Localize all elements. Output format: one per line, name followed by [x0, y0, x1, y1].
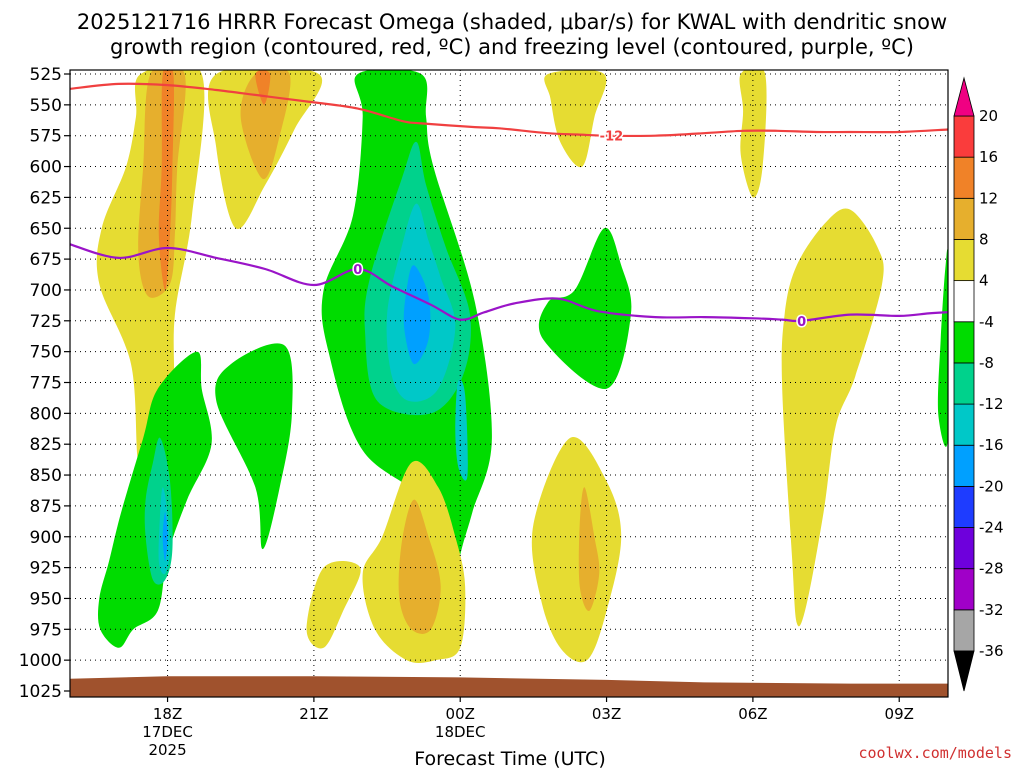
colorbar-bin	[953, 444, 975, 487]
y-tick-label: 950	[30, 589, 62, 609]
colorbar-bin	[953, 362, 975, 405]
omega-region-16	[306, 560, 361, 649]
omega-region-25	[937, 249, 948, 447]
y-tick-label: 575	[30, 127, 62, 147]
freezing-level-label: 0	[353, 263, 362, 278]
y-tick-label: 750	[30, 343, 62, 363]
colorbar-bin	[953, 197, 975, 240]
colorbar-bin	[953, 568, 975, 611]
omega-region-21	[544, 70, 607, 168]
colorbar-bin	[953, 527, 975, 570]
dendritic-contour-line	[70, 82, 948, 138]
colorbar-bin	[953, 156, 975, 199]
colorbar-level-label: -24	[979, 519, 1004, 537]
x-tick-label: 00Z	[446, 705, 475, 723]
x-tick-label: 03Z	[592, 705, 621, 723]
colorbar-level-label: -4	[979, 313, 994, 331]
y-tick-label: 700	[30, 281, 62, 301]
colorbar-level-label: -20	[979, 477, 1004, 495]
y-tick-label: 725	[30, 312, 62, 332]
y-tick-label: 825	[30, 435, 62, 455]
y-tick-label: 550	[30, 96, 62, 116]
site-credit: coolwx.com/models	[858, 744, 1012, 762]
freezing-level-label: 0	[797, 315, 806, 330]
x-tick-label: 06Z	[738, 705, 767, 723]
omega-region-18	[398, 499, 441, 634]
y-tick-label: 625	[30, 188, 62, 208]
omega-region-24	[781, 208, 884, 627]
colorbar-over-arrow	[953, 76, 975, 117]
colorbar-level-label: -8	[979, 354, 994, 372]
omega-colorbar: -36 -32 -28 -24 -20 -16 -12 -8 -4 4 8 12 16 20	[953, 76, 1004, 692]
y-axis-pressure: 525 550 575 600 625 650 675 700 725 750 775 800 825 8…	[19, 65, 70, 702]
colorbar-bin	[953, 280, 975, 323]
x-tick-label: 2025	[148, 741, 186, 759]
omega-region-2	[158, 70, 175, 290]
y-tick-label: 875	[30, 497, 62, 517]
colorbar-bin	[953, 609, 975, 652]
terrain-layer	[70, 676, 948, 697]
x-tick-label: 18Z	[153, 705, 182, 723]
freezing-level-line	[70, 243, 948, 323]
y-tick-label: 675	[30, 250, 62, 270]
y-tick-label: 850	[30, 466, 62, 486]
omega-region-19	[531, 437, 622, 663]
omega-region-23	[739, 70, 767, 198]
x-tick-label: 09Z	[885, 705, 914, 723]
contour-layer: -12 0 0	[70, 82, 948, 331]
y-tick-label: 925	[30, 559, 62, 579]
colorbar-bin	[953, 321, 975, 364]
x-tick-label: 17DEC	[142, 723, 193, 741]
plot-frame	[69, 69, 949, 698]
colorbar-level-label: -16	[979, 436, 1004, 454]
x-tick-label: 18DEC	[435, 723, 486, 741]
colorbar-level-label: 16	[979, 148, 998, 166]
y-tick-label: 975	[30, 620, 62, 640]
x-axis-title: Forecast Time (UTC)	[414, 748, 605, 768]
colorbar-bin	[953, 239, 975, 282]
y-tick-label: 775	[30, 374, 62, 394]
colorbar-level-label: 8	[979, 230, 989, 248]
colorbar-level-label: 4	[979, 272, 989, 290]
colorbar-level-label: -36	[979, 642, 1004, 660]
colorbar-level-label: 20	[979, 107, 998, 125]
y-tick-label: 600	[30, 158, 62, 178]
omega-region-12	[215, 343, 293, 550]
y-tick-label: 900	[30, 528, 62, 548]
y-tick-label: 650	[30, 219, 62, 239]
colorbar-level-label: -32	[979, 601, 1004, 619]
omega-shading-layer	[96, 70, 948, 663]
y-tick-label: 800	[30, 404, 62, 424]
terrain-ground	[70, 676, 948, 697]
omega-region-10	[455, 379, 468, 481]
chart-title-line1: 2025121716 HRRR Forecast Omega (shaded, …	[77, 10, 947, 34]
chart-title-line2: growth region (contoured, red, ºC) and f…	[110, 35, 914, 59]
colorbar-bin	[953, 485, 975, 528]
colorbar-level-label: -12	[979, 395, 1004, 413]
colorbar-level-label: 12	[979, 189, 998, 207]
x-tick-label: 21Z	[299, 705, 328, 723]
y-tick-label: 1000	[19, 651, 62, 671]
y-tick-label: 1025	[19, 682, 62, 702]
y-tick-label: 525	[30, 65, 62, 85]
colorbar-bin	[953, 403, 975, 446]
colorbar-level-label: -28	[979, 560, 1004, 578]
dendritic-contour-label: -12	[600, 130, 624, 145]
omega-region-20	[578, 487, 600, 612]
colorbar-under-arrow	[953, 650, 975, 692]
colorbar-bin	[953, 115, 975, 158]
